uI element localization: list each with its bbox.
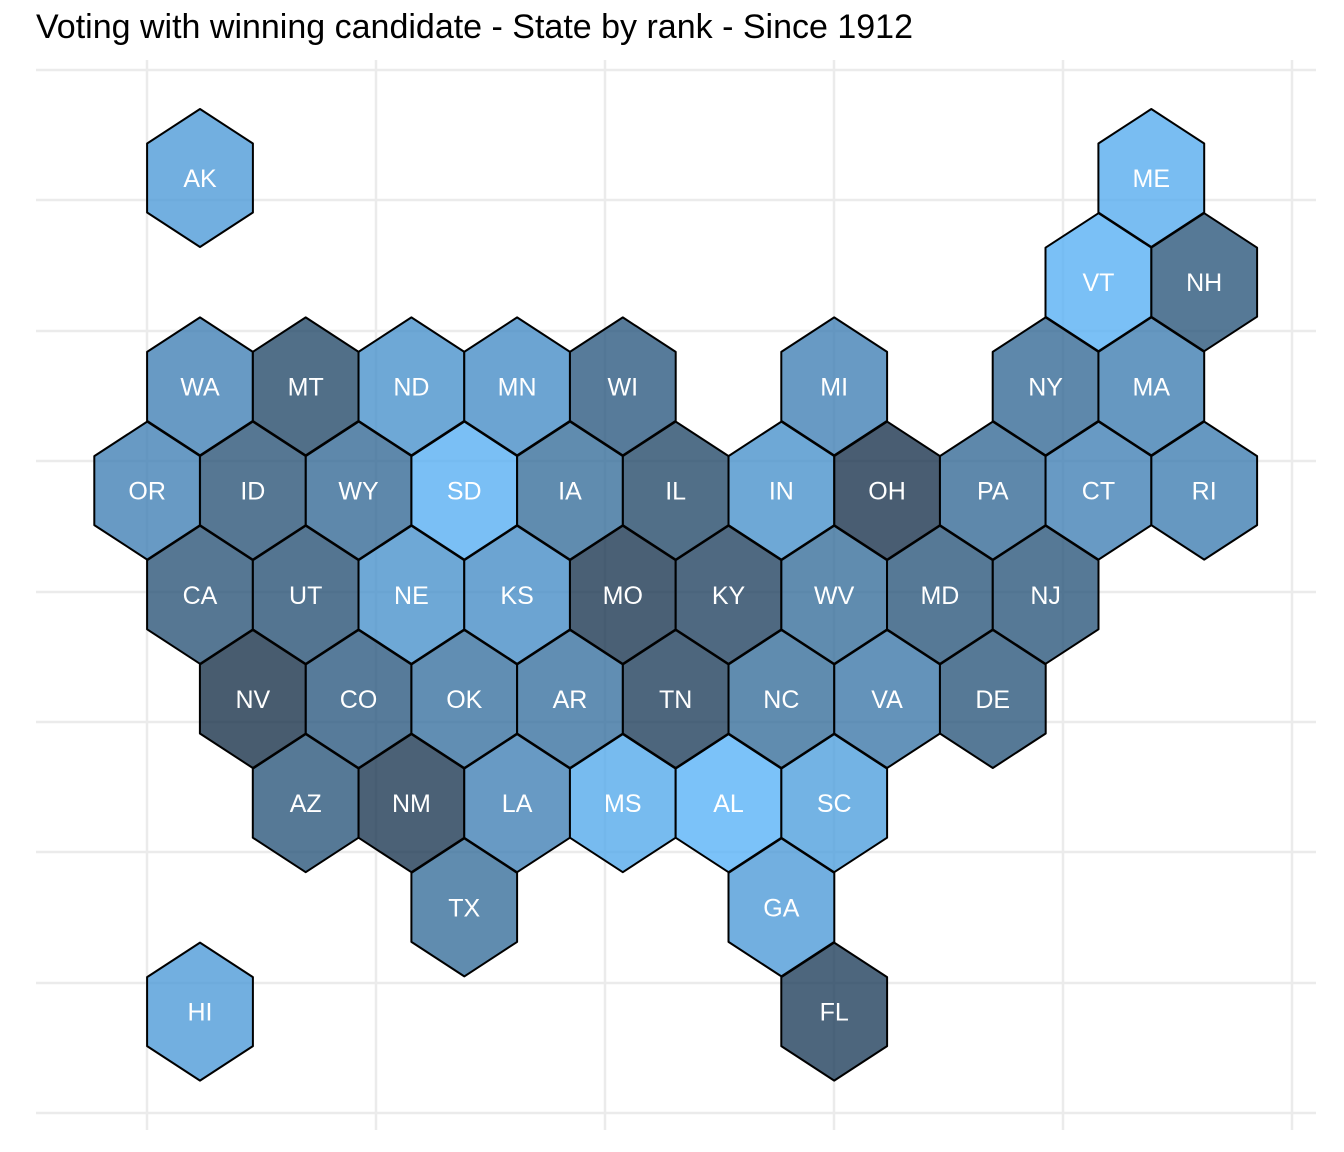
state-label-co: CO [340, 686, 378, 714]
state-label-oh: OH [868, 478, 906, 506]
state-label-sc: SC [817, 790, 852, 818]
state-hex-ri [1150, 420, 1259, 561]
state-label-hi: HI [188, 999, 213, 1027]
state-hex-hi [146, 941, 254, 1082]
state-label-in: IN [769, 478, 794, 506]
state-label-va: VA [871, 686, 903, 714]
state-label-nj: NJ [1030, 582, 1061, 610]
state-label-wi: WI [608, 373, 639, 401]
state-label-ks: KS [500, 582, 533, 610]
state-label-pa: PA [977, 478, 1009, 506]
state-label-nv: NV [235, 686, 270, 714]
state-hex-fl [780, 941, 889, 1082]
state-label-ok: OK [446, 686, 482, 714]
state-label-nd: ND [393, 373, 429, 401]
state-labels: AK ME VT NH WA MT ND MN WI MI NY MA OR ID WY SD IA IL IN OH… [128, 165, 1222, 1027]
state-label-ak: AK [183, 165, 217, 193]
state-label-mn: MN [498, 373, 537, 401]
state-label-mo: MO [603, 582, 643, 610]
state-label-tx: TX [448, 894, 480, 922]
state-label-ny: NY [1028, 373, 1063, 401]
state-label-wv: WV [814, 582, 855, 610]
state-label-mt: MT [288, 373, 324, 401]
state-label-wa: WA [180, 373, 220, 401]
state-label-il: IL [665, 478, 686, 506]
state-label-sd: SD [447, 478, 482, 506]
state-hex-de [938, 629, 1047, 769]
state-label-ar: AR [553, 686, 588, 714]
chart-title: Voting with winning candidate - State by… [36, 8, 913, 46]
state-label-nh: NH [1186, 269, 1222, 297]
state-label-la: LA [502, 790, 533, 818]
state-label-mi: MI [820, 373, 848, 401]
state-label-ga: GA [763, 894, 799, 922]
state-label-al: AL [713, 790, 744, 818]
state-label-ky: KY [712, 582, 746, 610]
state-label-nc: NC [763, 686, 799, 714]
state-hexes [93, 108, 1259, 1082]
state-label-ms: MS [604, 790, 642, 818]
state-label-ri: RI [1192, 478, 1217, 506]
state-label-ne: NE [394, 582, 429, 610]
state-label-ca: CA [183, 582, 218, 610]
state-label-az: AZ [290, 790, 322, 818]
state-hex-ak [146, 108, 254, 248]
state-label-or: OR [128, 478, 166, 506]
state-label-ia: IA [558, 478, 582, 506]
state-label-fl: FL [820, 999, 849, 1027]
state-hex-tx [410, 837, 519, 978]
state-label-ma: MA [1133, 373, 1171, 401]
state-label-id: ID [240, 478, 265, 506]
state-label-nm: NM [392, 790, 431, 818]
state-label-wy: WY [338, 478, 379, 506]
state-label-vt: VT [1082, 269, 1114, 297]
state-label-ct: CT [1082, 478, 1115, 506]
state-label-ut: UT [289, 582, 322, 610]
state-label-md: MD [920, 582, 959, 610]
state-label-me: ME [1133, 165, 1171, 193]
state-label-tn: TN [659, 686, 692, 714]
state-label-de: DE [975, 686, 1010, 714]
